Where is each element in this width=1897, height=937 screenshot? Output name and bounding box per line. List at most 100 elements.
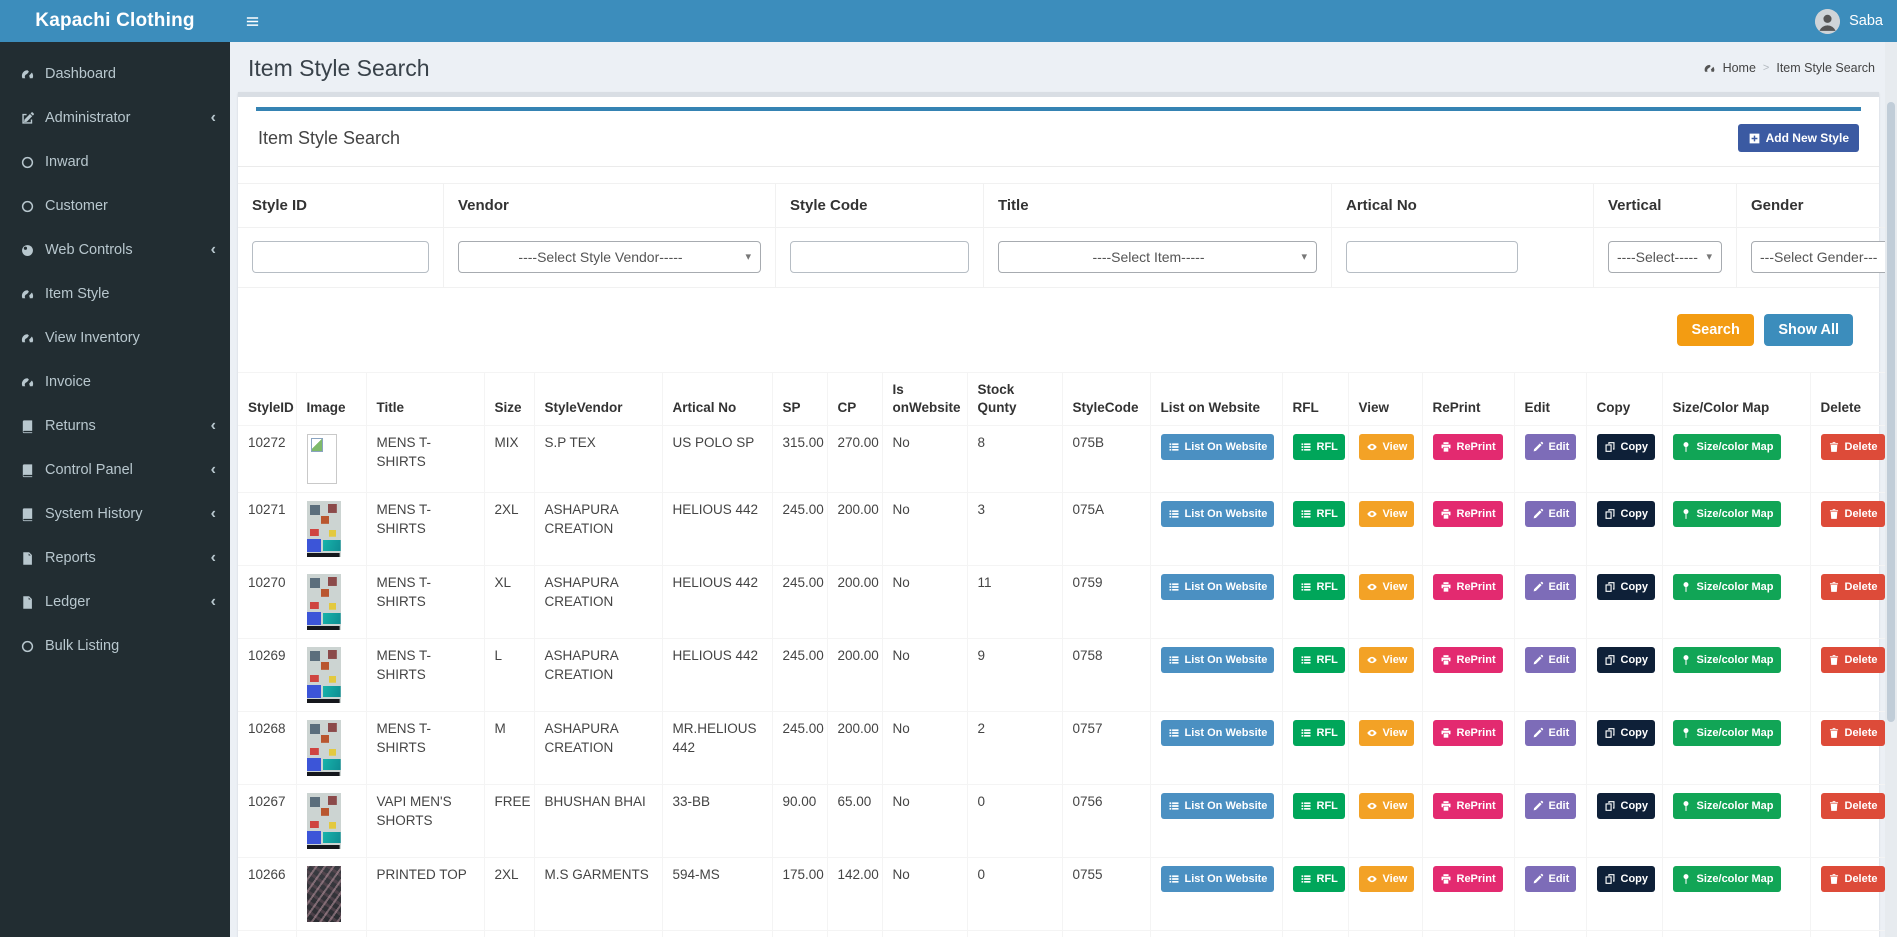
filter-column: Vendor ----Select Style Vendor----- ▾: [444, 184, 776, 287]
sidebar-toggle-button[interactable]: [230, 0, 274, 42]
delete-button[interactable]: Delete: [1820, 720, 1885, 747]
sidebar-item[interactable]: Invoice ‹: [0, 360, 230, 404]
sidebar-item[interactable]: View Inventory ‹: [0, 316, 230, 360]
view-button[interactable]: View: [1358, 574, 1415, 601]
reprint-button[interactable]: RePrint: [1432, 720, 1503, 747]
print-icon: [1440, 654, 1452, 666]
list-on-website-button[interactable]: List On Website: [1160, 574, 1275, 601]
sidebar-item[interactable]: Item Style ‹: [0, 272, 230, 316]
rfl-button[interactable]: RFL: [1292, 720, 1345, 747]
delete-button[interactable]: Delete: [1820, 647, 1885, 674]
edit-button[interactable]: Edit: [1524, 793, 1577, 820]
rfl-button[interactable]: RFL: [1292, 866, 1345, 893]
sidebar-item[interactable]: Returns ‹: [0, 404, 230, 448]
edit-button[interactable]: Edit: [1524, 434, 1577, 461]
filter-input[interactable]: [1346, 241, 1518, 273]
delete-button[interactable]: Delete: [1820, 434, 1885, 461]
brand-logo[interactable]: Kapachi Clothing: [0, 0, 230, 42]
copy-button[interactable]: Copy: [1596, 501, 1655, 528]
sidebar-menu: Dashboard ‹ Administrator ‹ Inward ‹: [0, 42, 230, 668]
list-on-website-button[interactable]: List On Website: [1160, 434, 1275, 461]
view-button[interactable]: View: [1358, 434, 1415, 461]
search-button[interactable]: Search: [1677, 314, 1754, 346]
rfl-button[interactable]: RFL: [1292, 501, 1345, 528]
list-on-website-button[interactable]: List On Website: [1160, 501, 1275, 528]
cell-delete: Delete: [1809, 638, 1890, 713]
copy-button[interactable]: Copy: [1596, 434, 1655, 461]
scrollbar-thumb[interactable]: [1887, 102, 1895, 722]
cell-artical-no: MR.HELIOUS 442: [661, 711, 773, 786]
copy-button[interactable]: Copy: [1596, 574, 1655, 601]
edit-button[interactable]: Edit: [1524, 866, 1577, 893]
breadcrumb-home-link[interactable]: Home: [1722, 61, 1756, 75]
sidebar-item[interactable]: Ledger ‹: [0, 580, 230, 624]
sidebar-item[interactable]: System History ‹: [0, 492, 230, 536]
filter-input[interactable]: [790, 241, 969, 273]
view-button[interactable]: View: [1358, 647, 1415, 674]
cell-image: [295, 638, 367, 713]
copy-button[interactable]: Copy: [1596, 793, 1655, 820]
delete-button[interactable]: Delete: [1820, 501, 1885, 528]
cell-view: View: [1347, 565, 1423, 640]
sidebar-item[interactable]: Bulk Listing ‹: [0, 624, 230, 668]
filter-select[interactable]: ---Select Gender--- ▾: [1751, 241, 1897, 273]
filter-select[interactable]: ----Select Item----- ▾: [998, 241, 1317, 273]
reprint-button[interactable]: RePrint: [1432, 793, 1503, 820]
user-menu[interactable]: Saba: [1815, 8, 1883, 34]
sidebar-item[interactable]: Control Panel ‹: [0, 448, 230, 492]
item-style-search-panel: Item Style Search Add New Style Style ID: [238, 92, 1897, 937]
copy-button[interactable]: Copy: [1596, 866, 1655, 893]
rfl-button[interactable]: RFL: [1292, 647, 1345, 674]
cell-copy: Copy: [1585, 638, 1663, 713]
size-color-map-button[interactable]: Size/color Map: [1672, 720, 1781, 747]
reprint-button[interactable]: RePrint: [1432, 501, 1503, 528]
rfl-button[interactable]: RFL: [1292, 434, 1345, 461]
edit-button[interactable]: Edit: [1524, 720, 1577, 747]
edit-button[interactable]: Edit: [1524, 574, 1577, 601]
reprint-button[interactable]: RePrint: [1432, 574, 1503, 601]
view-button[interactable]: View: [1358, 501, 1415, 528]
sidebar-item[interactable]: Dashboard ‹: [0, 52, 230, 96]
delete-button[interactable]: Delete: [1820, 793, 1885, 820]
size-color-map-button[interactable]: Size/color Map: [1672, 647, 1781, 674]
filter-select[interactable]: ----Select----- ▾: [1608, 241, 1722, 273]
cell-artical-no: HELIOUS 442: [661, 638, 773, 713]
reprint-button[interactable]: RePrint: [1432, 866, 1503, 893]
cell-list-on-website: List On Website: [1149, 711, 1283, 786]
add-new-style-button[interactable]: Add New Style: [1737, 124, 1859, 152]
size-color-map-button[interactable]: Size/color Map: [1672, 434, 1781, 461]
filter-input[interactable]: [252, 241, 429, 273]
sidebar-item[interactable]: Administrator ‹: [0, 96, 230, 140]
view-button[interactable]: View: [1358, 866, 1415, 893]
list-on-website-button[interactable]: List On Website: [1160, 720, 1275, 747]
view-button[interactable]: View: [1358, 793, 1415, 820]
delete-button[interactable]: Delete: [1820, 866, 1885, 893]
edit-button[interactable]: Edit: [1524, 501, 1577, 528]
edit-button[interactable]: Edit: [1524, 647, 1577, 674]
size-color-map-button[interactable]: Size/color Map: [1672, 501, 1781, 528]
list-on-website-button[interactable]: List On Website: [1160, 866, 1275, 893]
copy-button[interactable]: Copy: [1596, 647, 1655, 674]
sidebar-item[interactable]: Web Controls ‹: [0, 228, 230, 272]
rfl-button[interactable]: RFL: [1292, 574, 1345, 601]
sidebar-item[interactable]: Reports ‹: [0, 536, 230, 580]
list-on-website-button[interactable]: List On Website: [1160, 647, 1275, 674]
delete-button[interactable]: Delete: [1820, 574, 1885, 601]
list-on-website-button[interactable]: List On Website: [1160, 793, 1275, 820]
sidebar-item[interactable]: Inward ‹: [0, 140, 230, 184]
rfl-button[interactable]: RFL: [1292, 793, 1345, 820]
filter-select[interactable]: ----Select Style Vendor----- ▾: [458, 241, 761, 273]
table-header-cell: Edit: [1513, 371, 1587, 427]
cell-style-vendor: ASHAPURA CREATION: [533, 492, 663, 567]
reprint-button[interactable]: RePrint: [1432, 647, 1503, 674]
show-all-button[interactable]: Show All: [1764, 314, 1853, 346]
cell-rfl: RFL: [1281, 638, 1349, 713]
size-color-map-button[interactable]: Size/color Map: [1672, 866, 1781, 893]
reprint-button[interactable]: RePrint: [1432, 434, 1503, 461]
size-color-map-button[interactable]: Size/color Map: [1672, 793, 1781, 820]
copy-button[interactable]: Copy: [1596, 720, 1655, 747]
sidebar-item[interactable]: Customer ‹: [0, 184, 230, 228]
view-button[interactable]: View: [1358, 720, 1415, 747]
cell-delete: Delete: [1809, 492, 1890, 567]
size-color-map-button[interactable]: Size/color Map: [1672, 574, 1781, 601]
